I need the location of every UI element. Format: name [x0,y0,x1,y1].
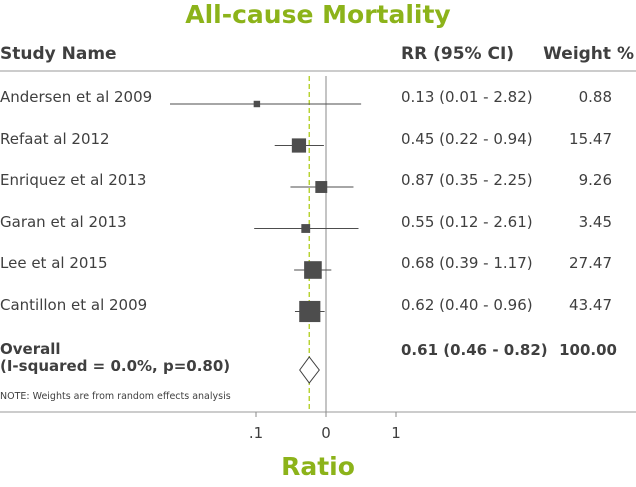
x-tick-label: .1 [249,424,263,442]
study-estimate-marker [304,261,322,279]
study-rr: 0.87 (0.35 - 2.25) [401,171,533,189]
x-tick-label: 1 [391,424,401,442]
study-name: Refaat al 2012 [0,129,110,148]
study-name: Lee et al 2015 [0,254,108,272]
study-weight: 9.26 [578,171,612,189]
column-header-study: Study Name [0,44,117,64]
x-axis-label: Ratio [281,452,355,481]
study-rr: 0.62 (0.40 - 0.96) [401,295,533,314]
study-estimate-marker [253,100,261,108]
overall-label: Overall [0,340,61,358]
study-estimate-marker [301,224,311,233]
study-weight: 15.47 [569,129,612,148]
study-name: Enriquez et al 2013 [0,171,147,189]
overall-estimate-diamond [299,356,320,384]
overall-weight: 100.00 [559,341,617,359]
study-name: Garan et al 2013 [0,212,127,231]
chart-title: All-cause Mortality [185,0,451,29]
study-estimate-marker [315,181,328,193]
column-header-weight: Weight % [543,44,634,64]
study-weight: 43.47 [569,295,612,314]
study-estimate-marker [291,138,307,153]
study-rr: 0.68 (0.39 - 1.17) [401,254,533,272]
column-header-rr: RR (95% CI) [401,44,515,64]
overall-heterogeneity: (I-squared = 0.0%, p=0.80) [0,357,231,375]
study-estimate-marker [299,300,321,323]
weights-note: NOTE: Weights are from random effects an… [0,391,231,402]
study-name: Cantillon et al 2009 [0,295,148,314]
study-rr: 0.13 (0.01 - 2.82) [401,88,533,106]
study-name: Andersen et al 2009 [0,88,153,106]
x-tick-label: 0 [321,424,331,442]
study-weight: 0.88 [578,88,612,106]
overall-rr: 0.61 (0.46 - 0.82) [401,341,548,359]
study-rr: 0.45 (0.22 - 0.94) [401,129,533,148]
study-weight: 27.47 [569,254,612,272]
study-rr: 0.55 (0.12 - 2.61) [401,212,533,231]
study-weight: 3.45 [578,212,612,231]
